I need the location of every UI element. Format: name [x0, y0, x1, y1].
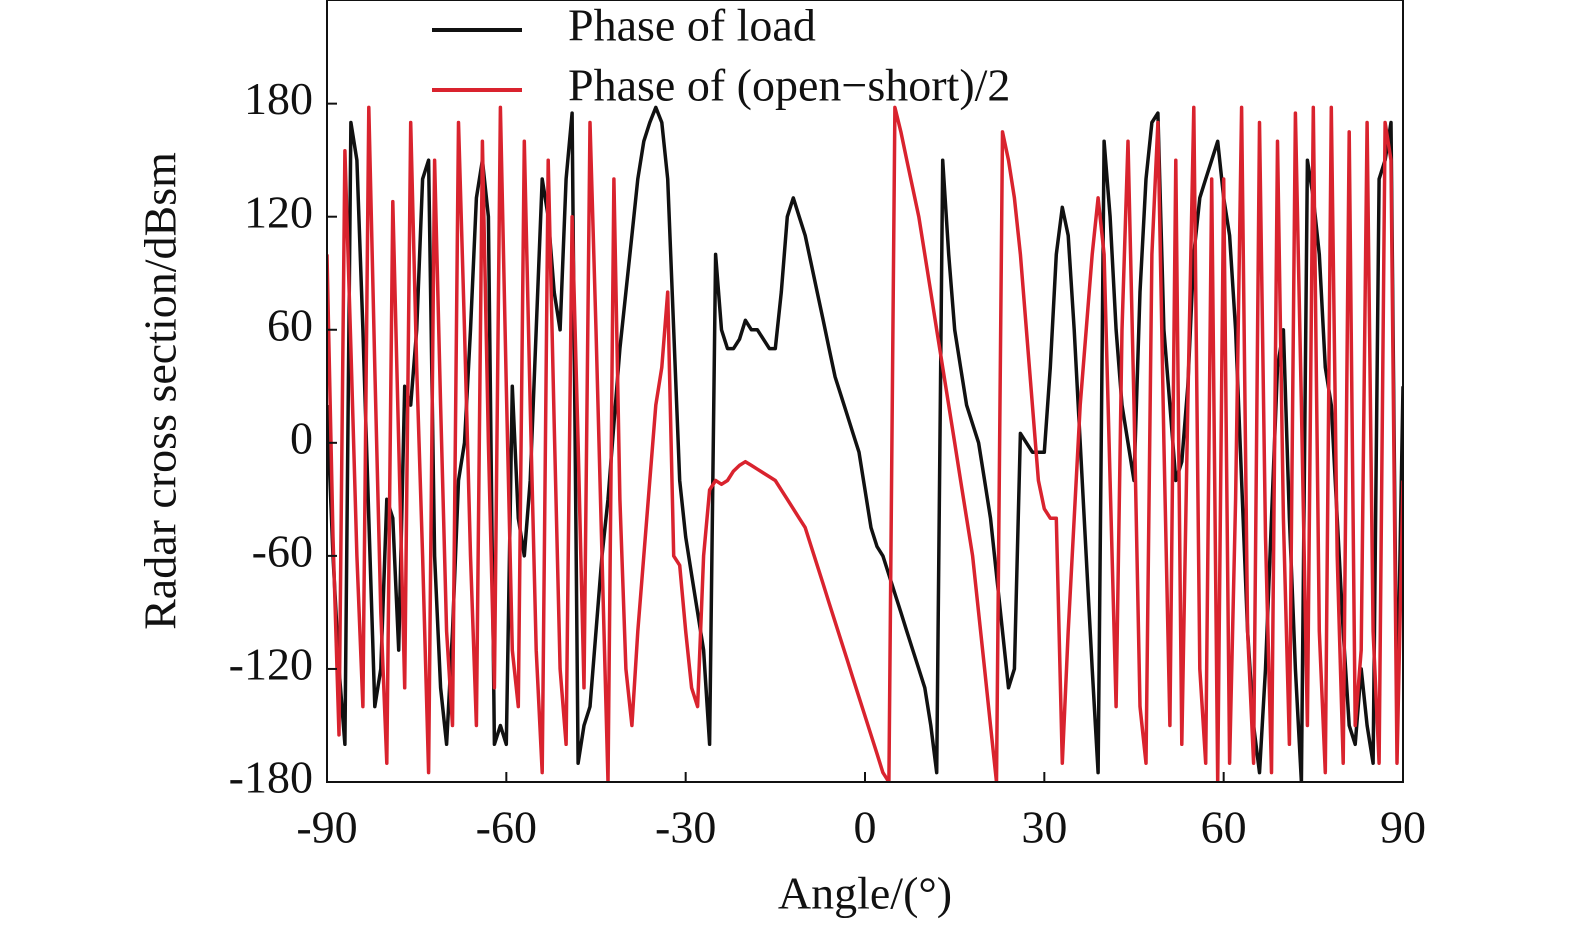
- x-tick-label: -90: [296, 802, 357, 853]
- y-tick-label: -60: [252, 525, 313, 576]
- y-tick-label: -180: [229, 752, 313, 803]
- y-tick-label: 0: [290, 412, 313, 463]
- y-tick-label: -120: [229, 639, 313, 690]
- x-tick-label: -60: [476, 802, 537, 853]
- legend-label: Phase of (open−short)/2: [568, 60, 1010, 111]
- line-series: [327, 105, 1403, 782]
- legend-label: Phase of load: [568, 0, 816, 51]
- x-axis-label: Angle/(°): [778, 868, 952, 919]
- plot-area: [327, 105, 1403, 782]
- x-tick-label: 90: [1380, 802, 1426, 853]
- y-axis-label: Radar cross section/dBsm: [135, 152, 186, 630]
- y-tick-label: 120: [244, 186, 313, 237]
- y-tick-label: 60: [267, 299, 313, 350]
- x-tick-label: 30: [1021, 802, 1067, 853]
- x-tick-label: -30: [655, 802, 716, 853]
- y-tick-label: 180: [244, 73, 313, 124]
- x-tick-label: 60: [1201, 802, 1247, 853]
- x-tick-label: 0: [854, 802, 877, 853]
